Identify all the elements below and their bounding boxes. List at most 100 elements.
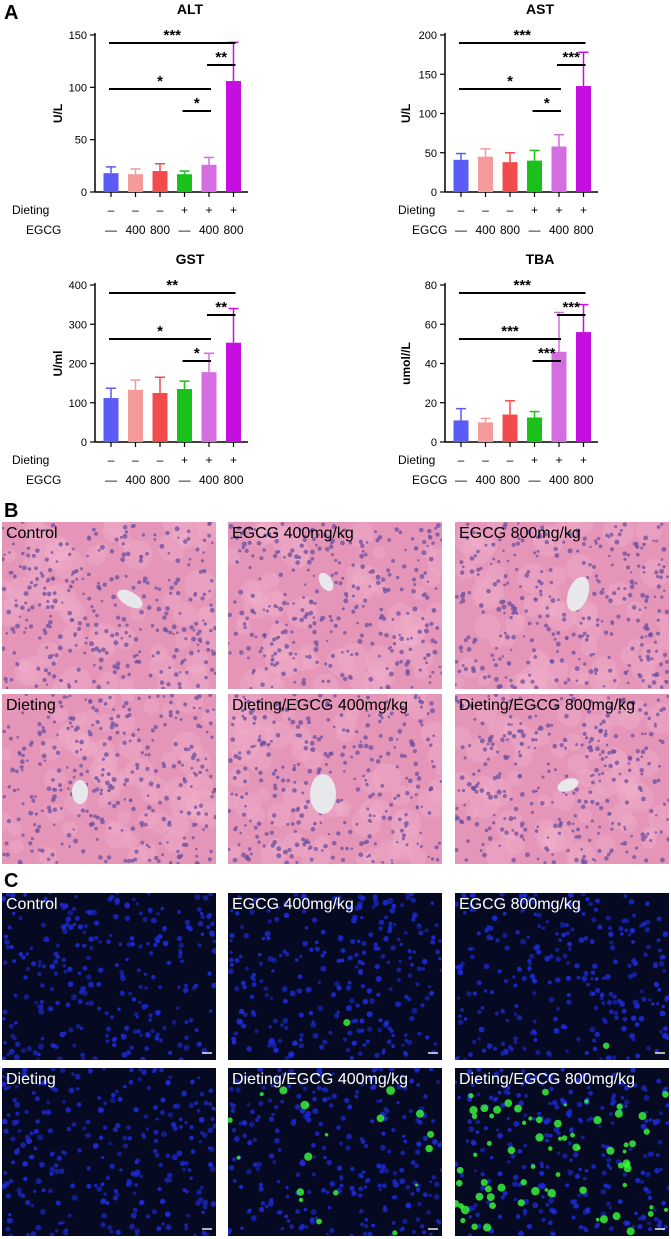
significance-label: * — [157, 323, 163, 340]
dapi-nucleus — [183, 1044, 190, 1051]
dapi-nucleus — [376, 992, 381, 997]
cell-nucleus — [395, 840, 399, 844]
dapi-nucleus — [661, 1004, 665, 1009]
dapi-nucleus — [556, 1131, 561, 1136]
dapi-nucleus — [576, 1101, 583, 1108]
cell-nucleus — [629, 571, 633, 574]
cell-nucleus — [598, 728, 603, 734]
dapi-nucleus — [130, 1212, 137, 1219]
cell-nucleus — [243, 625, 247, 630]
cell-nucleus — [582, 631, 587, 636]
dapi-nucleus — [50, 1085, 56, 1091]
dapi-nucleus — [229, 1086, 234, 1092]
dapi-nucleus — [64, 922, 70, 927]
dapi-nucleus — [208, 1102, 213, 1107]
cytoplasm-patch — [143, 698, 160, 715]
dapi-nucleus — [165, 1224, 172, 1231]
cell-nucleus — [176, 849, 180, 854]
bar — [453, 420, 469, 442]
dapi-nucleus — [228, 1164, 235, 1171]
cell-nucleus — [533, 597, 538, 602]
cell-nucleus — [12, 788, 17, 793]
cell-nucleus — [509, 715, 513, 719]
cell-nucleus — [194, 621, 199, 626]
dapi-nucleus — [47, 1005, 54, 1012]
cell-nucleus — [597, 848, 602, 854]
cell-nucleus — [236, 526, 241, 531]
cell-nucleus — [96, 684, 102, 689]
dapi-nucleus — [24, 1134, 30, 1140]
cell-nucleus — [182, 836, 187, 840]
cell-nucleus — [178, 855, 182, 859]
cell-nucleus — [431, 764, 436, 769]
dapi-nucleus — [505, 1085, 511, 1090]
dapi-nucleus — [38, 960, 42, 964]
cell-nucleus — [459, 560, 464, 565]
dapi-nucleus — [135, 902, 140, 906]
dapi-nucleus — [146, 941, 150, 946]
cell-nucleus — [424, 628, 429, 634]
dapi-nucleus — [62, 963, 67, 968]
cell-nucleus — [411, 577, 417, 582]
cell-nucleus — [6, 725, 11, 729]
dapi-nucleus — [268, 1025, 272, 1029]
dapi-nucleus — [403, 1033, 408, 1037]
cell-nucleus — [192, 752, 197, 758]
cell-nucleus — [50, 852, 55, 857]
cell-nucleus — [465, 699, 469, 702]
cell-nucleus — [55, 560, 59, 563]
image-label: Dieting/EGCG 800mg/kg — [459, 697, 636, 714]
dapi-nucleus — [506, 1116, 510, 1121]
dapi-nucleus — [319, 1044, 325, 1050]
cell-nucleus — [556, 631, 561, 636]
dapi-nucleus — [25, 952, 29, 956]
cytoplasm-patch — [505, 835, 525, 855]
cell-nucleus — [44, 557, 49, 562]
cytoplasm-patch — [485, 840, 514, 864]
cytoplasm-patch — [407, 781, 420, 794]
cell-nucleus — [411, 588, 416, 594]
cell-nucleus — [28, 624, 34, 629]
dapi-nucleus — [53, 971, 59, 976]
cell-nucleus — [566, 821, 572, 826]
cytoplasm-patch — [530, 650, 550, 670]
cell-nucleus — [396, 611, 401, 616]
cell-nucleus — [586, 709, 592, 714]
dapi-nucleus — [245, 1075, 250, 1081]
cytoplasm-patch — [617, 783, 643, 809]
dapi-nucleus — [606, 1157, 612, 1163]
cell-nucleus — [459, 601, 463, 605]
dapi-nucleus — [72, 907, 77, 912]
dapi-nucleus — [285, 1185, 289, 1190]
cell-nucleus — [2, 527, 5, 530]
dapi-nucleus — [609, 1009, 614, 1015]
dapi-nucleus — [613, 1010, 619, 1016]
fluorescence-background — [2, 893, 216, 1060]
dapi-nucleus — [378, 919, 385, 926]
dapi-nucleus — [475, 1212, 481, 1218]
dapi-nucleus — [623, 894, 628, 899]
dapi-nucleus — [22, 1176, 28, 1182]
dapi-nucleus — [242, 985, 247, 990]
dapi-nucleus — [382, 899, 389, 906]
cell-nucleus — [62, 695, 67, 699]
significance-label: ** — [215, 49, 227, 66]
dapi-nucleus — [489, 990, 494, 995]
dapi-nucleus — [309, 947, 314, 952]
dapi-nucleus — [331, 1072, 335, 1076]
cell-nucleus — [310, 549, 315, 555]
tunel-positive-cell — [427, 1130, 435, 1138]
tunel-positive-cell — [561, 1135, 568, 1141]
cytoplasm-patch — [481, 776, 512, 808]
cell-nucleus — [666, 575, 669, 579]
dapi-nucleus — [21, 1048, 27, 1054]
dapi-nucleus — [201, 1230, 207, 1236]
dapi-nucleus — [408, 956, 413, 960]
cell-nucleus — [30, 740, 34, 745]
cell-nucleus — [345, 846, 349, 851]
he-stain-image — [228, 694, 442, 864]
dapi-nucleus — [161, 1222, 165, 1226]
cell-nucleus — [271, 813, 277, 818]
dapi-nucleus — [233, 1135, 240, 1142]
dapi-nucleus — [320, 953, 325, 958]
